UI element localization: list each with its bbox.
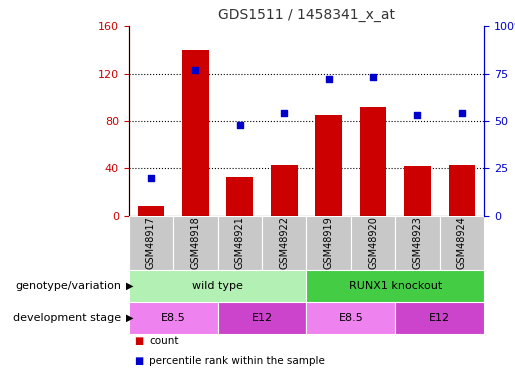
Bar [173,216,217,270]
Point [280,110,288,116]
Text: GSM48922: GSM48922 [279,216,289,269]
Point [369,74,377,80]
Bar [315,115,342,216]
Point [414,112,422,118]
Bar [395,302,484,334]
Text: GSM48920: GSM48920 [368,216,378,269]
Text: ■: ■ [134,336,143,346]
Point [236,122,244,128]
Bar [359,107,386,216]
Text: E8.5: E8.5 [338,313,363,323]
Text: GSM48923: GSM48923 [413,216,422,269]
Bar [404,166,431,216]
Bar [227,177,253,216]
Text: RUNX1 knockout: RUNX1 knockout [349,281,442,291]
Bar [129,216,173,270]
Text: wild type: wild type [192,281,243,291]
Text: ■: ■ [134,356,143,366]
Text: genotype/variation: genotype/variation [15,281,121,291]
Point [324,76,333,82]
Bar [351,216,396,270]
Text: GSM48921: GSM48921 [235,216,245,269]
Text: ▶: ▶ [126,281,134,291]
Bar [262,216,306,270]
Bar [271,165,298,216]
Text: E8.5: E8.5 [161,313,185,323]
Point [458,110,466,116]
Bar [217,216,262,270]
Bar [306,270,484,302]
Text: GSM48919: GSM48919 [323,216,334,269]
Bar [306,302,395,334]
Bar [449,165,475,216]
Text: E12: E12 [429,313,450,323]
Text: percentile rank within the sample: percentile rank within the sample [149,356,325,366]
Text: GSM48917: GSM48917 [146,216,156,269]
Bar [217,302,306,334]
Text: E12: E12 [251,313,272,323]
Bar [306,216,351,270]
Title: GDS1511 / 1458341_x_at: GDS1511 / 1458341_x_at [218,9,395,22]
Text: GSM48924: GSM48924 [457,216,467,269]
Bar [395,216,440,270]
Point [147,175,155,181]
Text: GSM48918: GSM48918 [191,216,200,269]
Point [191,67,199,73]
Text: development stage: development stage [13,313,121,323]
Text: count: count [149,336,179,346]
Bar [182,50,209,216]
Bar [129,270,306,302]
Bar [440,216,484,270]
Bar [129,302,217,334]
Bar [138,206,164,216]
Text: ▶: ▶ [126,313,134,323]
